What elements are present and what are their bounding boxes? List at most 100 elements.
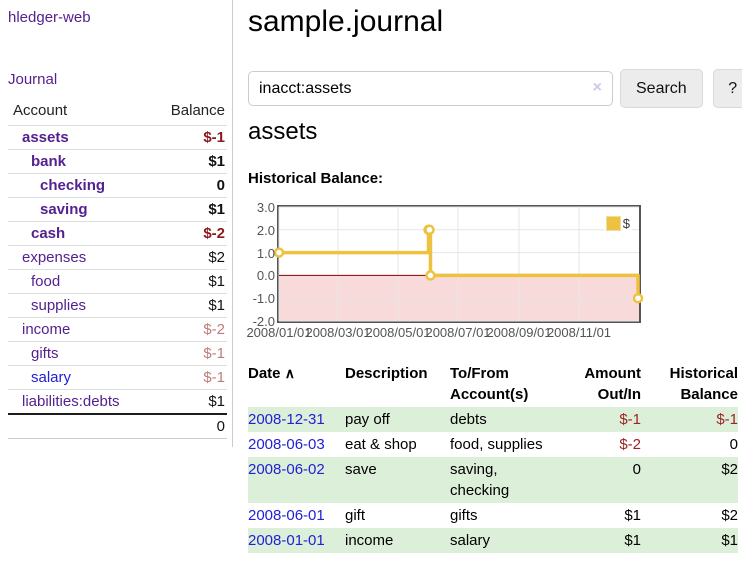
amount-column-header: Amount Out/In [584, 365, 641, 403]
chart-plot-area: $ [273, 205, 644, 323]
register-row: 2008-01-01 income salary $1 $1 [248, 528, 738, 553]
transaction-accounts: saving, checking [450, 461, 510, 499]
account-balance: $2 [208, 249, 225, 266]
account-balance: $-2 [203, 321, 225, 338]
y-axis-label: -2.0 [252, 314, 275, 329]
y-axis-label: -1.0 [252, 291, 275, 307]
transaction-amount: 0 [632, 461, 641, 478]
date-column-header: Date ∧ [248, 365, 295, 382]
account-heading: assets [248, 118, 318, 145]
account-balance: $1 [208, 201, 225, 218]
transaction-balance: $1 [721, 532, 738, 549]
transaction-description: gift [345, 507, 366, 524]
sidebar-account-link[interactable]: income [22, 321, 71, 338]
page-title: sample.journal [248, 5, 444, 38]
y-axis-label: 0.0 [256, 268, 275, 284]
transaction-balance: $2 [721, 461, 738, 478]
search-button[interactable]: Search [620, 69, 703, 108]
transaction-balance: $2 [721, 507, 738, 524]
sort-asc-icon: ∧ [284, 365, 295, 381]
sidebar-account-link[interactable]: checking [40, 177, 106, 194]
transaction-date-link[interactable]: 2008-06-02 [248, 461, 325, 478]
sidebar-account-link[interactable]: assets [22, 129, 69, 146]
sidebar-item-journal[interactable]: Journal [8, 71, 58, 88]
sidebar-account-rows: assets $-1 bank $1 checking 0 saving $1 cash $-2 e… [8, 125, 227, 415]
transaction-accounts: salary [450, 532, 491, 549]
sidebar-table-header: Account Balance [8, 99, 227, 126]
y-axis-label: 1.0 [256, 245, 275, 261]
sidebar-account-link[interactable]: bank [31, 153, 67, 170]
sidebar-account-row: expenses $2 [8, 245, 227, 270]
account-balance: $1 [208, 393, 225, 410]
sidebar-account-row: income $-2 [8, 317, 227, 342]
balance-column-header: Historical Balance [669, 365, 738, 403]
sidebar-account-row: cash $-2 [8, 221, 227, 246]
sidebar: hledger-web Journal Account Balance asse… [0, 0, 233, 447]
help-button[interactable]: ? [712, 69, 742, 108]
sidebar-account-row: liabilities:debts $1 [8, 389, 227, 415]
balance-column-header: Balance [170, 102, 225, 119]
transaction-date-link[interactable]: 2008-06-03 [248, 436, 325, 453]
register-table: Date ∧ Description To/From Account(s) Am… [248, 363, 738, 553]
register-header-row: Date ∧ Description To/From Account(s) Am… [248, 363, 738, 407]
main-content: sample.journal × Search ? assets Histori… [246, 0, 742, 582]
sidebar-account-row: saving $1 [8, 197, 227, 222]
transaction-description: income [345, 532, 394, 549]
balance-chart: $ 3.0 2.0 1.0 0.0 -1.0 -2.0 2008/01/01 2008/03/… [246, 199, 742, 347]
sidebar-account-link[interactable]: expenses [22, 249, 87, 266]
transaction-accounts: debts [450, 411, 487, 428]
transaction-date-link[interactable]: 2008-06-01 [248, 507, 325, 524]
transaction-balance: $-1 [716, 411, 738, 428]
x-axis-label: 2008/01/01 [246, 325, 312, 340]
y-axis-label: 2.0 [256, 222, 275, 238]
sidebar-account-row: checking 0 [8, 173, 227, 198]
transaction-date-link[interactable]: 2008-01-01 [248, 532, 325, 549]
register-rows: 2008-12-31 pay off debts $-1 $-1 2008-06-03 ea… [248, 407, 738, 553]
account-balance: $-1 [203, 345, 225, 362]
transaction-date-link[interactable]: 2008-12-31 [248, 411, 325, 428]
clear-search-icon[interactable]: × [592, 79, 602, 96]
account-balance: $-2 [203, 225, 225, 242]
sidebar-account-row: assets $-1 [8, 125, 227, 150]
description-column-header: Description [345, 365, 428, 382]
sidebar-account-row: supplies $1 [8, 293, 227, 318]
transaction-description: eat & shop [345, 436, 417, 453]
account-balance: $1 [208, 297, 225, 314]
y-axis-label: 3.0 [256, 200, 275, 215]
sidebar-account-row: gifts $-1 [8, 341, 227, 366]
transaction-amount: $1 [624, 532, 641, 549]
tofrom-column-header: To/From Account(s) [450, 365, 529, 403]
transaction-description: pay off [345, 411, 390, 428]
register-row: 2008-06-03 eat & shop food, supplies $-2 0 [248, 432, 738, 457]
x-axis-label: 2008/07/01 [425, 325, 491, 340]
account-balance: $1 [208, 273, 225, 290]
legend-swatch-icon [605, 216, 621, 231]
sidebar-total-row: 0 [8, 414, 227, 439]
account-balance: 0 [216, 177, 225, 194]
sidebar-account-row: food $1 [8, 269, 227, 294]
sidebar-account-link[interactable]: supplies [31, 297, 87, 314]
transaction-amount: $-2 [619, 436, 641, 453]
sidebar-account-link[interactable]: gifts [31, 345, 59, 362]
sidebar-account-link[interactable]: food [31, 273, 61, 290]
x-axis-label: 2008/03/01 [305, 325, 371, 340]
transaction-balance: 0 [729, 436, 738, 453]
chart-legend: $ [603, 215, 632, 232]
sidebar-accounts-table: Account Balance assets $-1 bank $1 checking 0… [8, 99, 227, 439]
transaction-amount: $-1 [619, 411, 641, 428]
search-bar: × Search ? [248, 69, 742, 108]
sidebar-account-link[interactable]: saving [40, 201, 88, 218]
account-balance: $-1 [203, 369, 225, 386]
register-row: 2008-06-02 save saving, checking 0 $2 [248, 457, 738, 503]
sidebar-account-row: salary $-1 [8, 365, 227, 390]
app-title-link[interactable]: hledger-web [8, 9, 91, 26]
sidebar-account-link[interactable]: cash [31, 225, 66, 242]
sidebar-account-link[interactable]: liabilities:debts [22, 393, 120, 410]
transaction-description: save [345, 461, 377, 478]
chart-title: Historical Balance: [248, 170, 384, 187]
sidebar-account-link[interactable]: salary [31, 369, 72, 386]
sidebar-account-row: bank $1 [8, 149, 227, 174]
transaction-accounts: gifts [450, 507, 478, 524]
transaction-accounts: food, supplies [450, 436, 543, 453]
search-input[interactable] [248, 71, 613, 106]
